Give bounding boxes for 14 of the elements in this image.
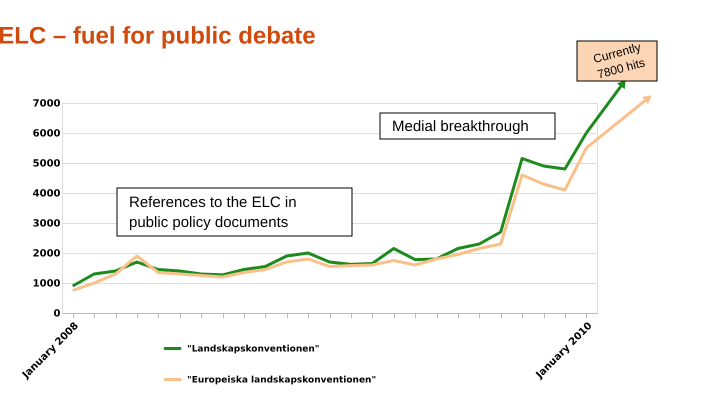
annotation: References to the ELC in public policy documents xyxy=(129,194,297,231)
y-tick-label: 3000 xyxy=(32,218,61,230)
annotation: Medial breakthrough xyxy=(392,118,529,135)
chart-title: ELC – fuel for public debate xyxy=(0,22,316,50)
y-tick-label: 2000 xyxy=(32,248,61,260)
y-tick-label: 4000 xyxy=(32,188,61,200)
y-tick-label: 7000 xyxy=(32,98,61,110)
legend-label: "Landskapskonventionen" xyxy=(187,344,320,354)
text: Currently 7800 hits xyxy=(592,40,646,82)
y-tick-label: 0 xyxy=(54,308,61,320)
y-tick-label: 1000 xyxy=(32,278,61,290)
y-tick-label: 6000 xyxy=(32,128,61,140)
y-tick-label: 5000 xyxy=(32,158,61,170)
legend-label: "Europeiska landskapskonventionen" xyxy=(187,376,376,386)
